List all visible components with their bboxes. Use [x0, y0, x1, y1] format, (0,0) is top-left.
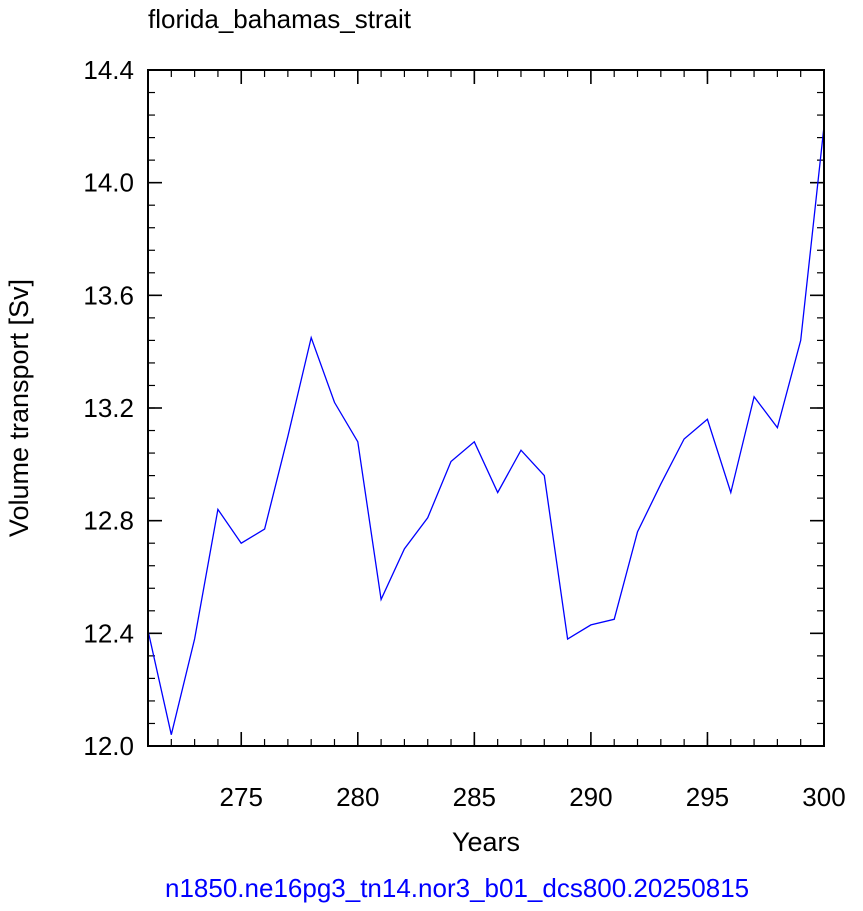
y-tick-labels: 12.0 12.4 12.8 13.2 13.6 14.0 14.4 — [83, 55, 134, 761]
y-tick-label: 12.0 — [83, 731, 134, 761]
x-tick-label: 300 — [802, 782, 845, 812]
y-tick-label: 12.8 — [83, 506, 134, 536]
y-tick-label: 14.4 — [83, 55, 134, 85]
case-name-label: n1850.ne16pg3_tn14.nor3_b01_dcs800.20250… — [165, 873, 750, 903]
x-axis-label: Years — [452, 827, 520, 857]
y-tick-label: 12.4 — [83, 618, 134, 648]
x-tick-label: 295 — [686, 782, 729, 812]
series-line — [147, 126, 825, 735]
x-tick-label: 285 — [453, 782, 496, 812]
major-ticks — [148, 69, 825, 747]
chart-title: florida_bahamas_strait — [148, 4, 412, 34]
x-tick-label: 290 — [569, 782, 612, 812]
plot-frame — [147, 69, 825, 747]
y-tick-label: 13.2 — [83, 393, 134, 423]
y-axis-label: Volume transport [Sv] — [4, 279, 34, 537]
x-tick-labels: 275 280 285 290 295 300 — [220, 782, 846, 812]
y-tick-label: 13.6 — [83, 280, 134, 310]
y-tick-label: 14.0 — [83, 168, 134, 198]
x-tick-label: 275 — [220, 782, 263, 812]
minor-ticks — [147, 69, 825, 747]
x-tick-label: 280 — [336, 782, 379, 812]
